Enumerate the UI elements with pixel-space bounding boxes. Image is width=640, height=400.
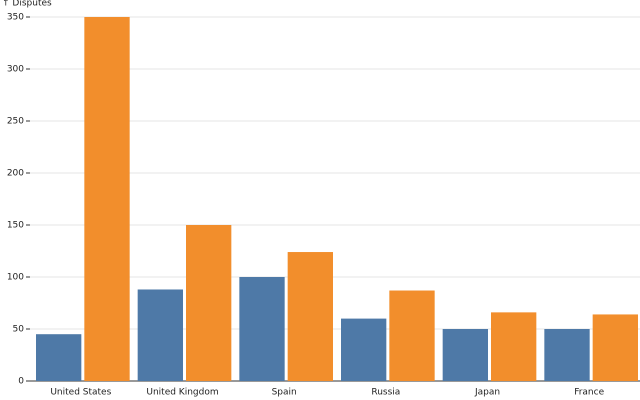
- x-tick-label: Russia: [371, 388, 400, 398]
- bar: [341, 318, 387, 381]
- y-axis-label: ↑ Disputes: [2, 0, 52, 9]
- y-tick-label: 200: [7, 169, 24, 179]
- bar: [84, 17, 130, 381]
- bar: [36, 334, 82, 381]
- x-tick-label: United States: [50, 388, 111, 398]
- x-tick-label: Spain: [272, 388, 297, 398]
- y-tick-label: 350: [7, 13, 24, 23]
- y-tick-label: 300: [7, 65, 24, 75]
- y-tick-label: 150: [7, 221, 24, 231]
- bar: [239, 277, 285, 381]
- y-tick-label: 250: [7, 117, 24, 127]
- bar: [186, 225, 232, 381]
- y-tick-label: 50: [13, 325, 25, 335]
- bar: [442, 329, 488, 381]
- bar: [287, 252, 333, 381]
- bar: [137, 289, 183, 381]
- bar: [491, 312, 537, 381]
- x-tick-label: Japan: [474, 388, 500, 398]
- bar: [592, 314, 638, 381]
- x-tick-label: France: [574, 388, 604, 398]
- bar: [544, 329, 590, 381]
- x-tick-label: United Kingdom: [146, 388, 218, 398]
- bar: [389, 290, 435, 381]
- y-tick-label: 0: [18, 377, 24, 387]
- y-tick-label: 100: [7, 273, 24, 283]
